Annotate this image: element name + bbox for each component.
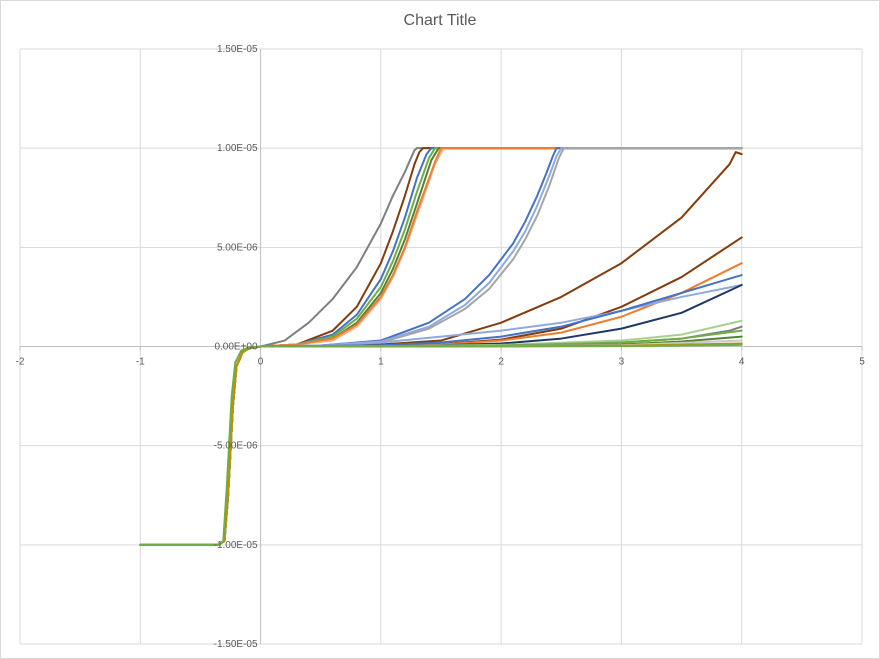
x-tick-label: 4 [739,357,745,368]
series-line-23 [139,343,743,546]
series-lines [139,147,743,546]
y-tick-label: 0.00E+00 [214,342,258,353]
x-tick-label: 5 [859,357,865,368]
y-tick-label: -1.00E-05 [214,540,258,551]
y-tick-label: 5.00E-06 [217,242,258,253]
x-tick-label: -2 [16,357,25,368]
chart-title: Chart Title [403,12,477,29]
y-tick-label: 1.50E-05 [217,44,258,55]
x-tick-labels: -2 -1 0 1 2 3 4 5 [16,357,866,368]
y-tick-label: 1.00E-05 [217,143,258,154]
y-tick-label: -5.00E-06 [214,441,258,452]
x-tick-label: 3 [619,357,625,368]
y-tick-labels: -1.50E-05 -1.00E-05 -5.00E-06 0.00E+00 5.00E… [214,44,258,650]
x-tick-label: -1 [136,357,145,368]
series-line-12 [139,236,743,546]
y-tick-label: -1.50E-05 [214,639,258,650]
x-tick-label: 1 [378,357,384,368]
x-tick-label: 2 [498,357,504,368]
x-tick-label: 0 [258,357,264,368]
